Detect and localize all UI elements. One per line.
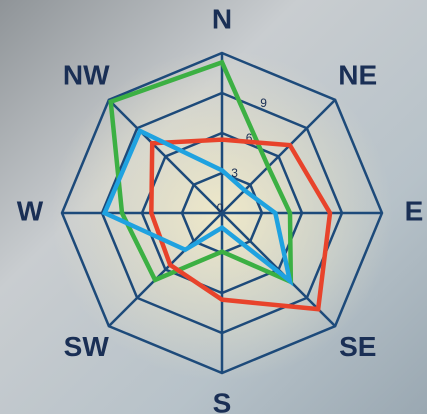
category-label: N [212,3,232,34]
r-tick-label: 0 [217,201,224,215]
category-label: E [405,195,424,226]
category-label: NE [338,60,377,91]
category-label: NW [63,60,110,91]
category-label: SW [64,331,110,362]
category-label: W [17,195,44,226]
chart: 0369NNEESESSWWNW [0,0,427,414]
category-label: SE [339,331,376,362]
page: 0369NNEESESSWWNW (() => { const data = J… [0,0,427,414]
category-label: S [213,387,232,414]
r-tick-label: 9 [260,96,267,110]
